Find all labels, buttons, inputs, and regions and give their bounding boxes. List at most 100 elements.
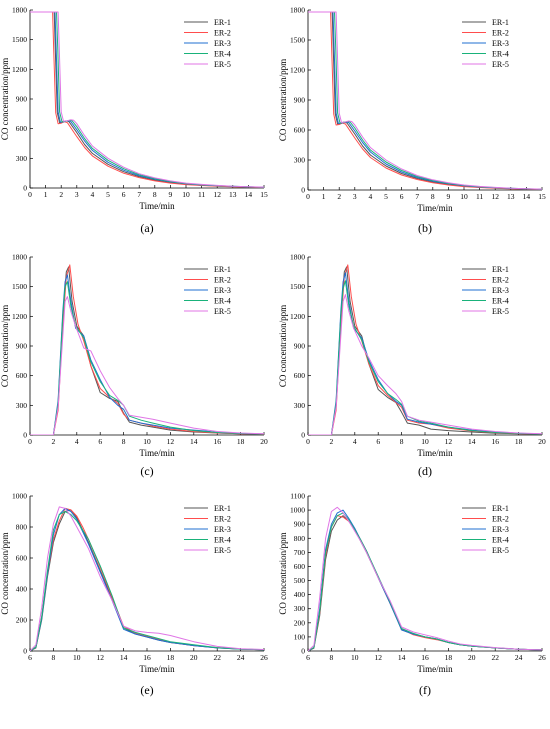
x-tick-label: 18 [515,437,523,446]
x-tick-label: 8 [431,192,435,201]
chart-panel-e: 6 8 10 12 14 16 18 20 22 24 26 0 200 400 600 800 1000 Tim… [0,492,268,698]
legend-label-er-3: ER-3 [492,286,509,295]
chart-panel-f: 6 8 10 12 14 16 18 20 22 24 26 0 100 200 300 400 500 600 7… [278,492,546,698]
panel-label: (f) [419,683,431,697]
y-tick-label: 300 [294,604,306,613]
x-axis-label: Time/min [417,664,453,674]
x-tick-label: 20 [190,653,198,662]
legend-label-er-4: ER-4 [492,536,509,545]
legend-label-er-4: ER-4 [214,50,231,59]
y-tick-label: 300 [294,156,306,165]
legend-label-er-5: ER-5 [214,546,231,555]
legend-label-er-3: ER-3 [214,525,231,534]
x-tick-label: 6 [98,437,102,446]
y-tick-label: 1200 [290,312,305,321]
x-tick-label: 24 [515,653,523,662]
x-tick-label: 16 [421,653,429,662]
y-tick-label: 0 [23,431,27,440]
x-tick-label: 15 [538,192,546,201]
x-tick-label: 8 [153,190,157,199]
y-tick-label: 0 [301,647,305,656]
x-tick-label: 0 [306,192,310,201]
legend-label-er-5: ER-5 [214,60,231,69]
legend-label-er-5: ER-5 [492,60,509,69]
x-tick-label: 16 [213,437,221,446]
x-axis-label: Time/min [417,448,453,458]
x-tick-label: 10 [421,437,429,446]
series-line-er-5 [30,11,264,188]
x-tick-label: 14 [468,437,476,446]
y-tick-label: 100 [294,632,306,641]
y-axis-label: CO concentration/ppm [278,305,288,387]
legend-label-er-3: ER-3 [214,286,231,295]
legend-label-er-2: ER-2 [214,276,231,285]
x-tick-label: 14 [398,653,406,662]
x-tick-label: 10 [351,653,359,662]
y-tick-label: 1200 [12,312,27,321]
y-axis-label: CO concentration/ppm [0,532,10,614]
x-axis-label: Time/min [417,203,453,213]
chart-panel-c: 0 2 4 6 8 10 12 14 16 18 20 0 300 600 900 1200 1500 1800 T… [0,253,268,479]
y-tick-label: 600 [294,126,306,135]
legend-label-er-3: ER-3 [492,39,509,48]
x-tick-label: 12 [445,437,453,446]
x-tick-label: 7 [415,192,419,201]
legend-label-er-5: ER-5 [492,546,509,555]
y-tick-label: 500 [294,576,306,585]
x-tick-label: 1 [322,192,326,201]
series-line-er-2 [308,264,542,435]
y-tick-label: 1800 [12,6,27,15]
x-tick-label: 2 [52,437,56,446]
x-tick-label: 9 [169,190,173,199]
x-tick-label: 18 [237,437,245,446]
chart-panel-a: 0 1 2 3 4 5 6 7 8 9 10 11 12 13 14 15030060090012001500… [0,6,268,236]
legend-label-er-1: ER-1 [492,265,509,274]
series-line-er-4 [308,280,542,435]
y-tick-label: 1200 [12,65,27,74]
x-tick-label: 12 [213,190,221,199]
legend-label-er-2: ER-2 [492,29,509,38]
x-tick-label: 14 [245,190,253,199]
x-tick-label: 10 [143,437,151,446]
x-tick-label: 8 [330,653,334,662]
legend-label-er-2: ER-2 [492,276,509,285]
x-tick-label: 16 [143,653,151,662]
series-line-er-2 [30,264,264,435]
x-tick-label: 20 [468,653,476,662]
y-tick-label: 900 [294,96,306,105]
y-tick-label: 0 [301,186,305,195]
legend-label-er-1: ER-1 [214,18,231,27]
x-axis-label: Time/min [139,448,175,458]
x-tick-label: 3 [353,192,357,201]
x-tick-label: 4 [91,190,95,199]
y-tick-label: 900 [294,520,306,529]
y-tick-label: 1000 [290,506,305,515]
y-axis-label: CO concentration/ppm [0,58,10,140]
x-tick-label: 5 [384,192,388,201]
y-tick-label: 400 [294,590,306,599]
y-tick-label: 700 [294,548,306,557]
legend-label-er-4: ER-4 [492,50,509,59]
chart-panel-d: 0 2 4 6 8 10 12 14 16 18 20 0 300 600 900 1200 1500 1800 T… [278,253,546,479]
legend-label-er-2: ER-2 [214,29,231,38]
y-tick-label: 0 [23,647,27,656]
x-tick-label: 16 [491,437,499,446]
y-tick-label: 1500 [12,282,27,291]
x-tick-label: 2 [330,437,334,446]
y-tick-label: 1500 [290,36,305,45]
y-tick-label: 200 [294,618,306,627]
y-tick-label: 600 [16,124,28,133]
x-tick-label: 22 [491,653,499,662]
y-tick-label: 600 [16,371,28,380]
y-tick-label: 600 [294,371,306,380]
y-tick-label: 300 [16,154,28,163]
x-axis-label: Time/min [139,664,175,674]
y-tick-label: 1000 [12,492,27,501]
y-tick-label: 0 [23,184,27,193]
x-tick-label: 26 [260,653,268,662]
x-tick-label: 2 [59,190,63,199]
x-tick-label: 5 [106,190,110,199]
x-tick-label: 8 [400,437,404,446]
x-tick-label: 0 [28,190,32,199]
